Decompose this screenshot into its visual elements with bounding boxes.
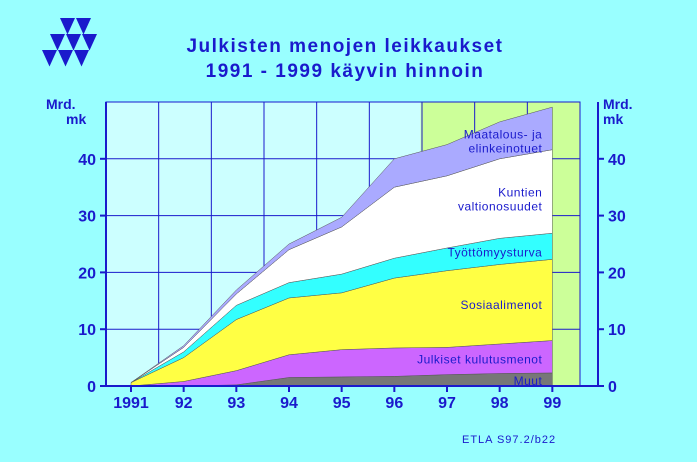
x-tick-label: 95 xyxy=(333,395,351,412)
logo-triangle xyxy=(60,18,75,35)
logo-triangle xyxy=(76,18,91,35)
chart-subtitle: 1991 - 1999 käyvin hinnoin xyxy=(205,61,485,82)
y-axis: 0 0 10 10 20 20 30 30 40 40 xyxy=(78,102,626,396)
logo-triangle xyxy=(42,50,57,67)
x-tick-label: 96 xyxy=(385,395,403,412)
x-tick-label: 1991 xyxy=(113,395,149,412)
x-tick-label: 93 xyxy=(227,395,245,412)
series-label: Sosiaalimenot xyxy=(460,298,542,312)
y-unit-left-line: Mrd. xyxy=(46,96,76,112)
series-label: valtionosuudet xyxy=(458,200,543,214)
y-tick-label-left: 30 xyxy=(78,209,96,226)
y-unit-right: Mrd. mk xyxy=(603,97,633,127)
y-tick-label-right: 30 xyxy=(608,209,626,226)
series-label: Kuntien xyxy=(498,186,542,200)
logo-triangle xyxy=(50,34,65,51)
y-unit-left-line: mk xyxy=(66,111,87,127)
series-label: Maatalous- ja xyxy=(464,127,543,141)
source-note: ETLA S97.2/b22 xyxy=(462,434,557,446)
logo-triangle xyxy=(58,50,73,67)
y-tick-label-left: 20 xyxy=(78,265,96,282)
series-label: elinkeinotuet xyxy=(468,141,542,155)
y-unit-left: Mrd. mk xyxy=(46,97,86,127)
series-label: Työttömyysturva xyxy=(447,245,542,259)
logo-triangle xyxy=(82,34,97,51)
y-tick-label-left: 0 xyxy=(87,379,96,396)
x-tick-label: 97 xyxy=(438,395,456,412)
logo-triangle xyxy=(66,34,81,51)
y-tick-label-right: 10 xyxy=(608,322,626,339)
y-tick-label-left: 10 xyxy=(78,322,96,339)
chart-title: Julkisten menojen leikkaukset xyxy=(186,36,504,57)
series-label: Muut xyxy=(514,374,543,388)
x-tick-label: 92 xyxy=(175,395,193,412)
y-unit-right-line: mk xyxy=(603,111,624,127)
series-label: Julkiset kulutusmenot xyxy=(417,353,542,367)
area-series xyxy=(130,106,553,383)
x-tick-label: 99 xyxy=(543,395,561,412)
x-tick-label: 98 xyxy=(491,395,509,412)
y-tick-label-left: 40 xyxy=(78,152,96,169)
y-tick-label-right: 0 xyxy=(608,379,617,396)
y-tick-label-right: 40 xyxy=(608,152,626,169)
y-unit-right-line: Mrd. xyxy=(603,96,633,112)
etla-logo-icon xyxy=(42,18,97,67)
y-tick-label-right: 20 xyxy=(608,265,626,282)
x-tick-label: 94 xyxy=(280,395,298,412)
logo-triangle xyxy=(74,50,89,67)
